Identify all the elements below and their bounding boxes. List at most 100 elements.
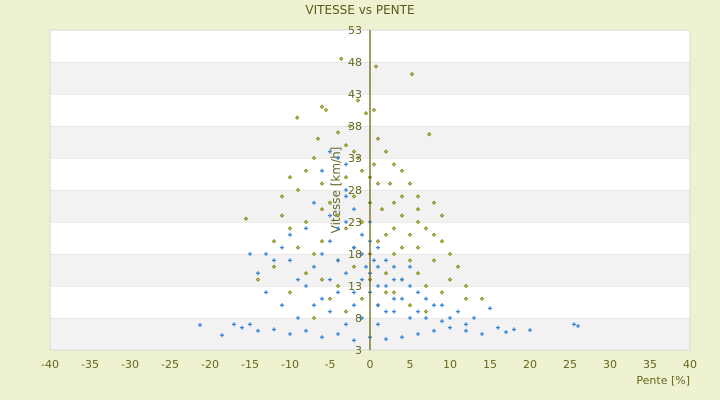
x-tick-label: 5 bbox=[407, 358, 414, 371]
series2-point bbox=[328, 309, 332, 314]
series2-point bbox=[360, 316, 364, 320]
series2-point bbox=[392, 296, 396, 301]
series2-point bbox=[320, 168, 324, 173]
series2-point bbox=[472, 316, 476, 320]
series1-point bbox=[343, 309, 349, 314]
series2-point bbox=[360, 252, 364, 256]
series2-point bbox=[528, 328, 532, 333]
series1-point bbox=[335, 130, 341, 135]
series1-point bbox=[359, 296, 365, 301]
series1-point bbox=[255, 277, 261, 282]
series1-point bbox=[463, 296, 469, 301]
series2-point bbox=[352, 303, 356, 308]
series1-point bbox=[363, 111, 369, 116]
series1-point bbox=[383, 232, 389, 237]
series2-point bbox=[256, 271, 260, 276]
y-tick-label: 48 bbox=[348, 56, 362, 69]
series2-point bbox=[328, 213, 332, 218]
series2-point bbox=[336, 226, 340, 231]
series1-point bbox=[407, 258, 413, 263]
series1-point bbox=[383, 271, 389, 276]
series1-point bbox=[319, 277, 325, 282]
series1-point bbox=[447, 251, 453, 257]
series2-point bbox=[288, 258, 292, 263]
series2-point bbox=[320, 252, 324, 256]
series1-point bbox=[327, 296, 333, 301]
series2-point bbox=[220, 333, 224, 338]
series1-point bbox=[295, 245, 301, 250]
series2-point bbox=[304, 226, 308, 231]
series1-point bbox=[327, 200, 333, 205]
series2-point bbox=[440, 319, 444, 324]
series1-point bbox=[343, 143, 349, 148]
series2-point bbox=[336, 332, 340, 336]
series2-point bbox=[296, 277, 300, 282]
series1-point bbox=[355, 155, 361, 161]
series1-point bbox=[287, 226, 293, 231]
series2-point bbox=[408, 264, 412, 269]
x-tick-label: -15 bbox=[241, 358, 259, 371]
series2-point bbox=[198, 323, 202, 328]
x-tick-label: -30 bbox=[121, 358, 139, 371]
series1-point bbox=[409, 71, 415, 77]
series2-point bbox=[384, 309, 388, 314]
series2-point bbox=[304, 284, 308, 288]
series1-point bbox=[423, 309, 429, 314]
series1-point bbox=[319, 181, 325, 186]
series1-point bbox=[343, 226, 349, 231]
series2-point bbox=[312, 200, 316, 205]
y-tick-label: 23 bbox=[348, 216, 362, 229]
series1-point bbox=[335, 213, 341, 218]
series1-point bbox=[295, 115, 300, 120]
series2-point bbox=[376, 322, 380, 327]
series2-point bbox=[416, 309, 420, 314]
series1-point bbox=[391, 226, 397, 231]
series1-point bbox=[373, 64, 379, 69]
series1-point bbox=[371, 107, 377, 113]
series1-point bbox=[351, 149, 357, 154]
series2-point bbox=[424, 316, 428, 320]
series2-point bbox=[336, 258, 340, 263]
series1-point bbox=[407, 303, 413, 308]
series1-point bbox=[391, 251, 397, 257]
x-tick-label: -5 bbox=[325, 358, 336, 371]
series1-point bbox=[351, 264, 357, 269]
series2-point bbox=[304, 328, 308, 333]
series1-point bbox=[303, 271, 309, 276]
series2-point bbox=[248, 322, 252, 327]
series2-point bbox=[384, 284, 388, 288]
series2-point bbox=[336, 290, 340, 295]
series1-point bbox=[311, 155, 317, 161]
series1-point bbox=[415, 194, 421, 199]
series2-point bbox=[572, 322, 576, 327]
series1-point bbox=[319, 104, 325, 109]
series2-point bbox=[336, 156, 340, 160]
series2-point bbox=[256, 328, 260, 333]
series2-point bbox=[344, 194, 348, 199]
y-tick-label: 38 bbox=[348, 120, 362, 133]
series2-point bbox=[240, 325, 244, 330]
series2-point bbox=[328, 239, 332, 244]
series1-point bbox=[431, 200, 437, 205]
series1-point bbox=[415, 207, 421, 212]
series1-point bbox=[423, 226, 429, 231]
series1-point bbox=[315, 136, 321, 141]
series1-point bbox=[447, 277, 453, 282]
series2-point bbox=[232, 322, 236, 327]
series2-point bbox=[376, 264, 380, 269]
series1-point bbox=[439, 213, 445, 218]
x-tick-label: 30 bbox=[603, 358, 617, 371]
series2-point bbox=[296, 316, 300, 320]
series2-point bbox=[312, 303, 316, 308]
series2-point bbox=[344, 162, 348, 167]
y-tick-label: 8 bbox=[355, 312, 362, 325]
x-tick-label: -20 bbox=[201, 358, 219, 371]
x-tick-label: -10 bbox=[281, 358, 299, 371]
series2-point bbox=[364, 264, 368, 269]
series2-point bbox=[512, 327, 516, 332]
series2-point bbox=[352, 338, 356, 343]
x-tick-label: -35 bbox=[81, 358, 99, 371]
series2-point bbox=[480, 332, 484, 336]
series1-point bbox=[415, 271, 421, 276]
